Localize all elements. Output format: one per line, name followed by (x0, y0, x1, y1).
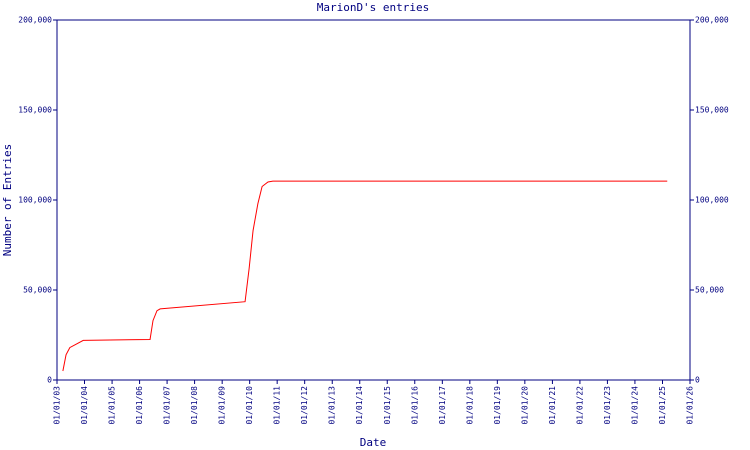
y-tick-label: 0 (47, 376, 52, 385)
y2-tick-label: 0 (695, 376, 700, 385)
chart-title: MarionD's entries (317, 1, 430, 14)
x-tick-label: 01/01/15 (383, 386, 392, 425)
x-tick-label: 01/01/11 (273, 386, 282, 425)
x-tick-label: 01/01/24 (630, 386, 639, 425)
x-tick-label: 01/01/06 (135, 386, 144, 425)
y-axis-label: Number of Entries (1, 144, 14, 257)
x-tick-label: 01/01/17 (438, 386, 447, 425)
x-tick-label: 01/01/18 (465, 386, 474, 425)
x-tick-label: 01/01/13 (328, 386, 337, 425)
x-tick-label: 01/01/10 (245, 386, 254, 425)
x-tick-label: 01/01/16 (410, 386, 419, 425)
y-tick-label: 150,000 (18, 106, 52, 115)
y2-tick-label: 150,000 (695, 106, 729, 115)
x-tick-label: 01/01/22 (575, 386, 584, 425)
x-tick-label: 01/01/14 (355, 386, 364, 425)
x-tick-label: 01/01/05 (108, 386, 117, 425)
line-series (62, 180, 668, 372)
x-tick-label: 01/01/21 (548, 386, 557, 425)
y2-tick-label: 50,000 (695, 286, 724, 295)
x-tick-label: 01/01/03 (53, 386, 62, 425)
x-tick-label: 01/01/23 (603, 386, 612, 425)
y-tick-label: 100,000 (18, 196, 52, 205)
x-tick-label: 01/01/20 (520, 386, 529, 425)
x-tick-label: 01/01/09 (218, 386, 227, 425)
y2-tick-label: 100,000 (695, 196, 729, 205)
y2-tick-label: 200,000 (695, 16, 729, 25)
x-tick-label: 01/01/26 (686, 386, 695, 425)
x-tick-label: 01/01/07 (163, 386, 172, 425)
y-tick-label: 200,000 (18, 16, 52, 25)
x-tick-label: 01/01/08 (190, 386, 199, 425)
x-tick-label: 01/01/25 (658, 386, 667, 425)
x-tick-label: 01/01/04 (80, 386, 89, 425)
x-tick-label: 01/01/19 (493, 386, 502, 425)
x-tick-label: 01/01/12 (300, 386, 309, 425)
x-axis-label: Date (360, 436, 387, 449)
y-tick-label: 50,000 (23, 286, 52, 295)
